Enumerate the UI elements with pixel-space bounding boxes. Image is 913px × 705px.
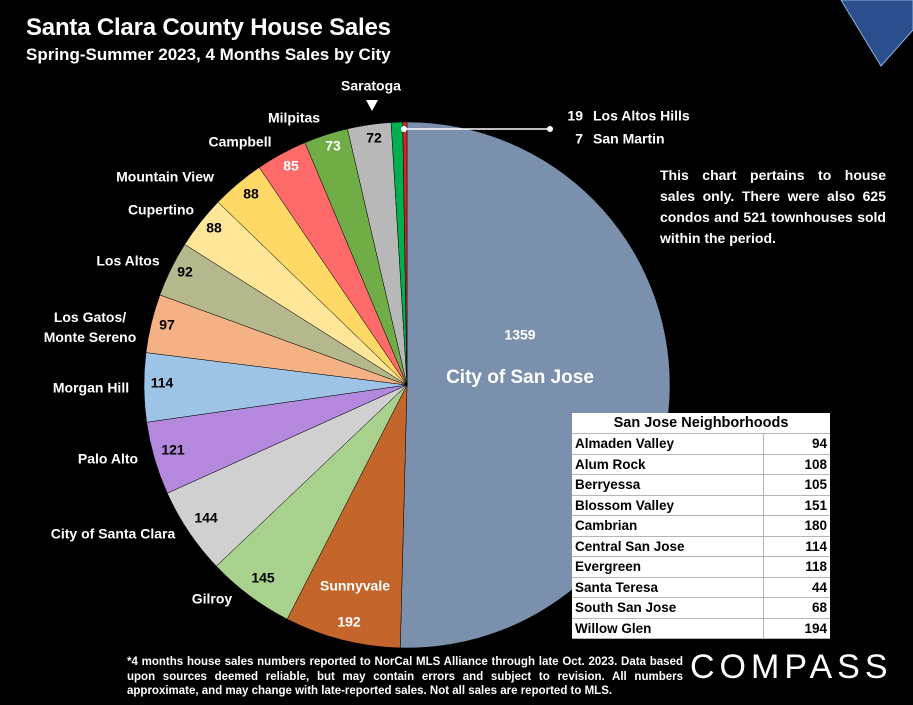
table-row: Berryessa 105 — [572, 474, 830, 496]
category-label-milpitas: Milpitas — [268, 110, 320, 126]
neighborhood-value: 151 — [763, 495, 830, 516]
pie-slice-sunnyvale — [286, 384, 408, 649]
category-label-city-of-san-jose: City of San Jose — [446, 367, 594, 388]
category-label-los-altos: Los Altos — [96, 253, 159, 269]
category-label-sunnyvale: Sunnyvale — [320, 578, 390, 594]
value-label-city-of-san-jose: 1359 — [504, 327, 535, 343]
value-label-saratoga: 72 — [366, 130, 382, 146]
category-label-palo-alto: Palo Alto — [78, 451, 138, 467]
pie-slice-san-martin — [402, 121, 408, 386]
table-row: Cambrian 180 — [572, 515, 830, 537]
neighborhood-name: Blossom Valley — [572, 495, 764, 516]
value-label-morgan-hill: 114 — [151, 375, 174, 391]
neighborhood-value: 68 — [763, 597, 830, 619]
leader-dot — [547, 126, 553, 132]
neighborhood-value: 94 — [763, 433, 830, 455]
category-label-los-altos-hills: Los Altos Hills — [593, 108, 690, 124]
value-label-sunnyvale: 192 — [337, 614, 361, 630]
page-subtitle: Spring-Summer 2023, 4 Months Sales by Ci… — [26, 45, 391, 64]
neighborhood-name: Santa Teresa — [572, 577, 764, 598]
san-jose-neighborhoods-table: San Jose Neighborhoods Almaden Valley 94 A… — [572, 413, 830, 639]
neighborhood-value: 180 — [763, 515, 830, 537]
neighborhood-value: 118 — [763, 556, 830, 578]
table-row: South San Jose 68 — [572, 597, 830, 619]
category-label-san-martin: San Martin — [593, 131, 665, 147]
value-label-campbell: 85 — [283, 158, 299, 174]
value-label-los-altos: 92 — [177, 264, 193, 280]
value-label-san-martin: 7 — [575, 131, 583, 147]
neighborhood-name: Willow Glen — [572, 618, 764, 639]
category-label-city-of-santa-clara: City of Santa Clara — [51, 526, 176, 542]
table-row: Central San Jose 114 — [572, 536, 830, 557]
footnote: *4 months house sales numbers reported t… — [127, 656, 683, 697]
neighborhood-name: Berryessa — [572, 474, 764, 496]
table-row: Blossom Valley 151 — [572, 495, 830, 516]
leader-dot — [401, 126, 407, 132]
neighborhood-value: 44 — [763, 577, 830, 598]
neighborhood-value: 108 — [763, 454, 830, 475]
value-label-milpitas: 73 — [325, 138, 341, 154]
corner-ribbon-icon — [840, 0, 913, 67]
neighborhood-name: Evergreen — [572, 556, 764, 578]
page-title: Santa Clara County House Sales — [26, 14, 391, 41]
neighborhood-name: Central San Jose — [572, 536, 764, 557]
table-row: Santa Teresa 44 — [572, 577, 830, 598]
table-row: Willow Glen 194 — [572, 618, 830, 639]
chart-note: This chart pertains to house sales only.… — [660, 167, 886, 246]
category-label-campbell: Campbell — [208, 134, 271, 150]
value-label-cupertino: 88 — [206, 220, 222, 236]
neighborhood-name: Alum Rock — [572, 454, 764, 475]
neighborhood-value: 194 — [763, 618, 830, 639]
value-label-los-altos-hills: 19 — [567, 108, 583, 124]
category-label-gilroy: Gilroy — [192, 591, 233, 607]
neighborhood-name: Cambrian — [572, 515, 764, 537]
table-row: Evergreen 118 — [572, 556, 830, 578]
value-label-los-gatos-monte-sereno: 97 — [159, 317, 175, 333]
table-header: San Jose Neighborhoods — [572, 413, 830, 434]
value-label-city-of-santa-clara: 144 — [194, 510, 218, 526]
category-label-morgan-hill: Morgan Hill — [53, 380, 129, 396]
category-label-mountain-view: Mountain View — [116, 169, 214, 185]
category-label-los-gatos-monte-sereno: Los Gatos/Monte Sereno — [44, 309, 137, 345]
neighborhood-name: Almaden Valley — [572, 433, 764, 455]
neighborhood-name: South San Jose — [572, 597, 764, 619]
category-label-cupertino: Cupertino — [128, 202, 194, 218]
category-label-saratoga: Saratoga — [341, 78, 401, 94]
value-label-gilroy: 145 — [251, 570, 275, 586]
compass-logo: COMPASS — [690, 648, 893, 686]
neighborhood-value: 105 — [763, 474, 830, 496]
value-label-mountain-view: 88 — [243, 186, 259, 202]
table-row: Almaden Valley 94 — [572, 433, 830, 455]
value-label-palo-alto: 121 — [161, 442, 185, 458]
neighborhood-value: 114 — [763, 536, 830, 557]
saratoga-pointer-icon — [366, 100, 378, 111]
table-row: Alum Rock 108 — [572, 454, 830, 475]
